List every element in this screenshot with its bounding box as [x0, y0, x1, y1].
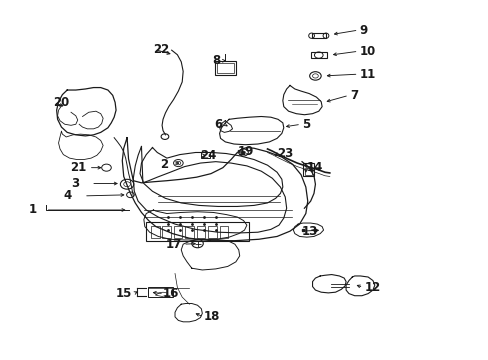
Text: 5: 5	[302, 118, 309, 131]
Text: 15: 15	[115, 287, 132, 300]
Text: 6: 6	[214, 118, 223, 131]
Text: 13: 13	[302, 225, 318, 238]
Bar	[151, 225, 160, 238]
Text: 23: 23	[277, 147, 293, 160]
Bar	[147, 287, 172, 297]
Text: 4: 4	[63, 189, 72, 202]
Text: 14: 14	[306, 161, 323, 174]
Bar	[173, 225, 182, 238]
Bar	[196, 225, 205, 238]
Text: 12: 12	[364, 281, 380, 294]
Text: 1: 1	[29, 203, 37, 216]
Bar	[219, 225, 228, 238]
Bar	[311, 33, 325, 38]
Text: 16: 16	[163, 287, 179, 300]
Bar	[304, 168, 311, 175]
Bar	[303, 163, 313, 176]
Text: 24: 24	[200, 149, 216, 162]
Bar	[217, 63, 233, 73]
Bar	[310, 52, 327, 58]
Text: 2: 2	[160, 158, 167, 171]
Circle shape	[241, 151, 245, 154]
Text: 11: 11	[359, 68, 375, 81]
Bar	[201, 152, 209, 158]
Text: 18: 18	[203, 310, 220, 323]
Text: 20: 20	[53, 96, 69, 109]
Text: 21: 21	[70, 161, 86, 174]
Bar	[162, 225, 170, 238]
Text: 9: 9	[359, 23, 367, 37]
Bar	[208, 225, 216, 238]
Bar	[146, 222, 249, 241]
Bar	[184, 225, 193, 238]
Text: 22: 22	[153, 43, 169, 56]
Text: 8: 8	[212, 54, 220, 67]
Text: 17: 17	[165, 238, 182, 251]
Bar	[214, 62, 236, 75]
Text: 3: 3	[71, 177, 79, 190]
Text: 7: 7	[349, 89, 357, 102]
Text: 19: 19	[237, 145, 253, 158]
Text: 10: 10	[359, 45, 375, 58]
